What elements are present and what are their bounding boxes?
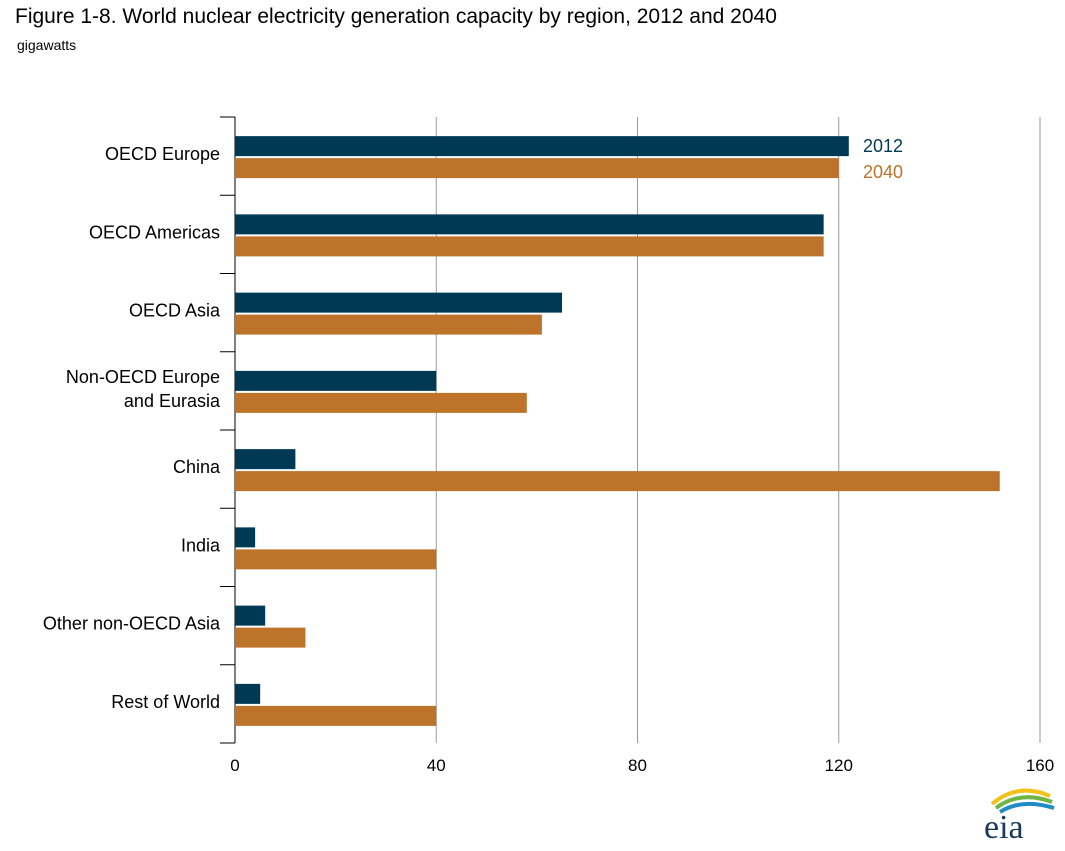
bar-2040 bbox=[235, 236, 824, 257]
bar-2040 bbox=[235, 392, 527, 413]
category-label: and Eurasia bbox=[124, 391, 221, 411]
category-label: China bbox=[173, 457, 221, 477]
bar-2012 bbox=[235, 370, 437, 391]
category-label: OECD Americas bbox=[89, 222, 220, 242]
bar-2012 bbox=[235, 683, 261, 704]
bar-2012 bbox=[235, 136, 849, 157]
bar-2040 bbox=[235, 627, 306, 648]
category-label: Non-OECD Europe bbox=[66, 367, 220, 387]
bar-2040 bbox=[235, 549, 437, 570]
bar-2012 bbox=[235, 527, 256, 548]
bar-2012 bbox=[235, 605, 266, 626]
x-tick-label: 120 bbox=[825, 756, 853, 775]
chart-subtitle: gigawatts bbox=[17, 37, 77, 53]
bar-2040 bbox=[235, 158, 839, 179]
chart-title: Figure 1-8. World nuclear electricity ge… bbox=[15, 5, 777, 28]
bar-2012 bbox=[235, 214, 824, 235]
x-tick-label: 160 bbox=[1026, 756, 1054, 775]
legend-entry-2012: 2012 bbox=[863, 136, 903, 156]
bar-2012 bbox=[235, 292, 563, 313]
eia-logo: eia bbox=[984, 788, 1055, 842]
category-label: Rest of World bbox=[111, 692, 220, 712]
x-tick-label: 0 bbox=[230, 756, 239, 775]
x-tick-label: 80 bbox=[628, 756, 647, 775]
legend-entry-2040: 2040 bbox=[863, 162, 903, 182]
category-label: OECD Asia bbox=[129, 301, 221, 321]
category-label: OECD Europe bbox=[105, 144, 220, 164]
bar-2040 bbox=[235, 314, 542, 335]
bar-2040 bbox=[235, 705, 437, 726]
category-label: Other non-OECD Asia bbox=[43, 614, 221, 634]
bar-2012 bbox=[235, 449, 296, 470]
x-tick-label: 40 bbox=[427, 756, 446, 775]
eia-logo-text: eia bbox=[984, 809, 1024, 842]
bar-2040 bbox=[235, 471, 1000, 492]
category-label: India bbox=[181, 535, 221, 555]
